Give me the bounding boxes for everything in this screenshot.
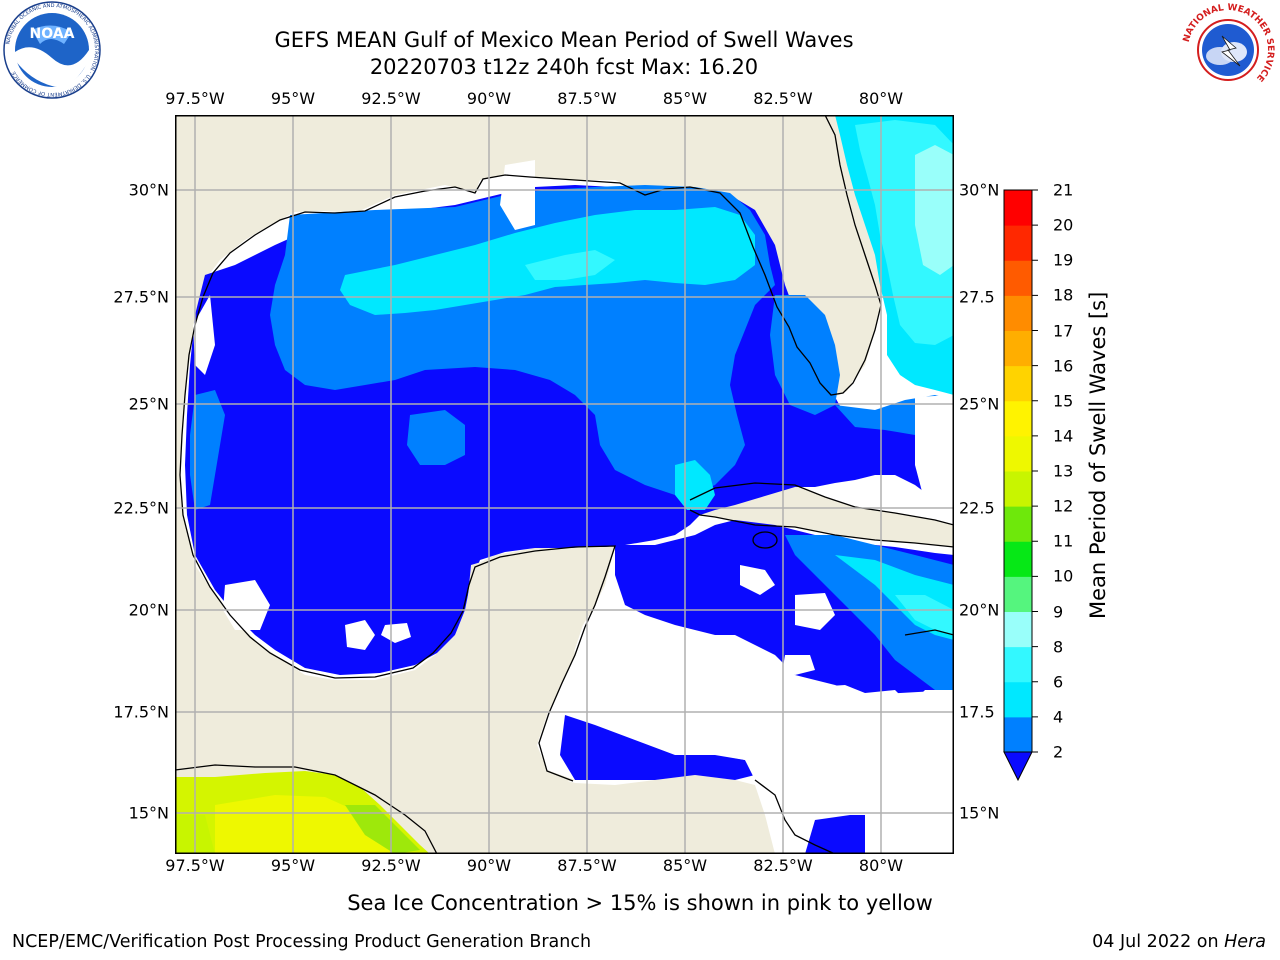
lon-tick-label: 97.5°W (165, 89, 225, 108)
colorbar-label: Mean Period of Swell Waves [s] (1086, 291, 1110, 619)
colorbar-tick-label: 8 (1053, 637, 1064, 657)
colorbar-band (1004, 435, 1032, 472)
lat-tick-label: 30°N (128, 180, 169, 200)
colorbar-band (1004, 190, 1032, 226)
lat-tick-label: 22.5 (959, 498, 995, 518)
lat-tick-label: 20°N (959, 600, 1000, 620)
colorbar-band (1004, 576, 1032, 612)
colorbar-tick-label: 10 (1053, 566, 1074, 586)
colorbar-band (1004, 400, 1032, 437)
gridlines (175, 115, 954, 854)
map-panel (175, 115, 954, 854)
lon-tick-label: 97.5°W (165, 856, 225, 875)
colorbar-tick-label: 19 (1053, 250, 1074, 270)
lat-tick-label: 17.5 (959, 702, 995, 722)
colorbar-extend-min (1003, 751, 1033, 782)
colorbar-band (1004, 681, 1032, 718)
lon-tick-label: 82.5°W (753, 89, 813, 108)
chart-title: GEFS MEAN Gulf of Mexico Mean Period of … (274, 28, 854, 52)
colorbar-tick-label: 9 (1053, 602, 1064, 621)
lon-tick-label: 82.5°W (753, 856, 813, 875)
nws-logo: NATIONAL WEATHER SERVICE (1178, 0, 1278, 100)
lon-tick-label: 95°W (270, 89, 316, 108)
lat-tick-label: 20°N (128, 600, 169, 620)
lat-tick-label: 25°N (128, 394, 169, 414)
colorbar-tick-label: 13 (1053, 461, 1074, 481)
colorbar-tick-label: 21 (1053, 180, 1074, 200)
lon-tick-label: 95°W (270, 856, 316, 875)
colorbar-band (1004, 611, 1032, 648)
colorbar-tick-label: 17 (1053, 321, 1074, 340)
land-overlay (175, 547, 615, 783)
colorbar-tick-label: 15 (1053, 391, 1074, 411)
footer-credit: NCEP/EMC/Verification Post Processing Pr… (12, 932, 592, 952)
noaa-logo: NATIONAL OCEANIC AND ATMOSPHERIC ADMINIS… (2, 0, 102, 100)
colorbar (1000, 186, 1040, 786)
colorbar-tick-label: 4 (1053, 707, 1064, 727)
colorbar-tick-label: 2 (1053, 742, 1064, 762)
map-frame (175, 115, 954, 854)
lon-tick-label: 90°W (466, 856, 512, 875)
noaa-logo-text: NOAA (30, 26, 75, 42)
colorbar-band (1004, 471, 1032, 507)
colorbar-band (1004, 506, 1032, 542)
colorbar-band (1004, 295, 1032, 331)
colorbar-tick-label: 11 (1053, 531, 1074, 551)
colorbar-band (1004, 716, 1032, 753)
footer-date: 04 Jul 2022 on Hera (1092, 932, 1266, 952)
colorbar-band (1004, 541, 1032, 577)
lat-tick-label: 15°N (959, 803, 1000, 823)
colorbar-tick-label: 20 (1053, 215, 1074, 235)
colorbar-band (1004, 260, 1032, 296)
lon-tick-label: 87.5°W (557, 89, 617, 108)
chart-subtitle: 20220703 t12z 240h fcst Max: 16.20 (369, 55, 759, 79)
sea-ice-note: Sea Ice Concentration > 15% is shown in … (347, 891, 933, 915)
lon-tick-label: 85°W (662, 89, 708, 108)
colorbar-band (1004, 646, 1032, 683)
lat-tick-label: 27.5 (959, 287, 995, 307)
lon-tick-label: 90°W (466, 89, 512, 108)
lat-tick-label: 25°N (959, 394, 1000, 414)
colorbar-tick-label: 14 (1053, 426, 1074, 446)
lon-tick-label: 85°W (662, 856, 708, 875)
colorbar-tick-label: 16 (1053, 356, 1074, 376)
lon-tick-label: 80°W (858, 856, 904, 875)
colorbar-tick-label: 6 (1053, 672, 1064, 692)
footer-host: Hera (1224, 932, 1266, 952)
lon-tick-label: 92.5°W (361, 89, 421, 108)
colorbar-tick-label: 12 (1053, 496, 1074, 516)
lat-tick-label: 15°N (128, 803, 169, 823)
colorbar-band (1004, 330, 1032, 367)
lat-tick-label: 30°N (959, 180, 1000, 200)
lat-tick-label: 27.5°N (113, 287, 169, 307)
lon-tick-label: 80°W (858, 89, 904, 108)
lon-tick-label: 87.5°W (557, 856, 617, 875)
lon-tick-label: 92.5°W (361, 856, 421, 875)
footer-date-text: 04 Jul 2022 on (1092, 932, 1225, 952)
colorbar-band (1004, 225, 1032, 261)
lat-tick-label: 17.5°N (113, 702, 169, 722)
colorbar-tick-label: 18 (1053, 285, 1074, 305)
colorbar-band (1004, 365, 1032, 402)
lat-tick-label: 22.5°N (113, 498, 169, 518)
